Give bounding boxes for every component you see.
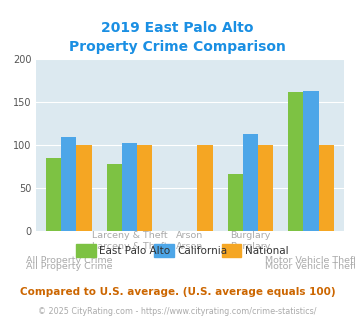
Text: 2019 East Palo Alto
Property Crime Comparison: 2019 East Palo Alto Property Crime Compa…: [69, 21, 286, 54]
Bar: [197, 145, 213, 231]
Text: Motor Vehicle Theft: Motor Vehicle Theft: [265, 262, 355, 271]
Bar: [106, 164, 122, 231]
Text: Arson: Arson: [176, 231, 203, 240]
Text: Motor Vehicle Theft: Motor Vehicle Theft: [265, 256, 355, 265]
Text: Burglary: Burglary: [230, 242, 271, 251]
Bar: [122, 143, 137, 231]
Bar: [61, 137, 76, 231]
Bar: [288, 92, 304, 231]
Text: Burglary: Burglary: [230, 231, 271, 240]
Text: All Property Crime: All Property Crime: [26, 262, 112, 271]
Bar: [319, 145, 334, 231]
Text: National: National: [245, 246, 289, 256]
Bar: [76, 145, 92, 231]
Text: Arson: Arson: [176, 242, 203, 251]
Bar: [243, 134, 258, 231]
Text: California: California: [178, 246, 228, 256]
Text: Compared to U.S. average. (U.S. average equals 100): Compared to U.S. average. (U.S. average …: [20, 287, 335, 297]
Text: © 2025 CityRating.com - https://www.cityrating.com/crime-statistics/: © 2025 CityRating.com - https://www.city…: [38, 307, 317, 316]
Bar: [258, 145, 273, 231]
Bar: [46, 158, 61, 231]
Bar: [304, 91, 319, 231]
Text: All Property Crime: All Property Crime: [26, 256, 112, 265]
Text: East Palo Alto: East Palo Alto: [99, 246, 170, 256]
Bar: [228, 174, 243, 231]
Text: Larceny & Theft: Larceny & Theft: [92, 242, 167, 251]
Bar: [137, 145, 152, 231]
Text: Larceny & Theft: Larceny & Theft: [92, 231, 167, 240]
